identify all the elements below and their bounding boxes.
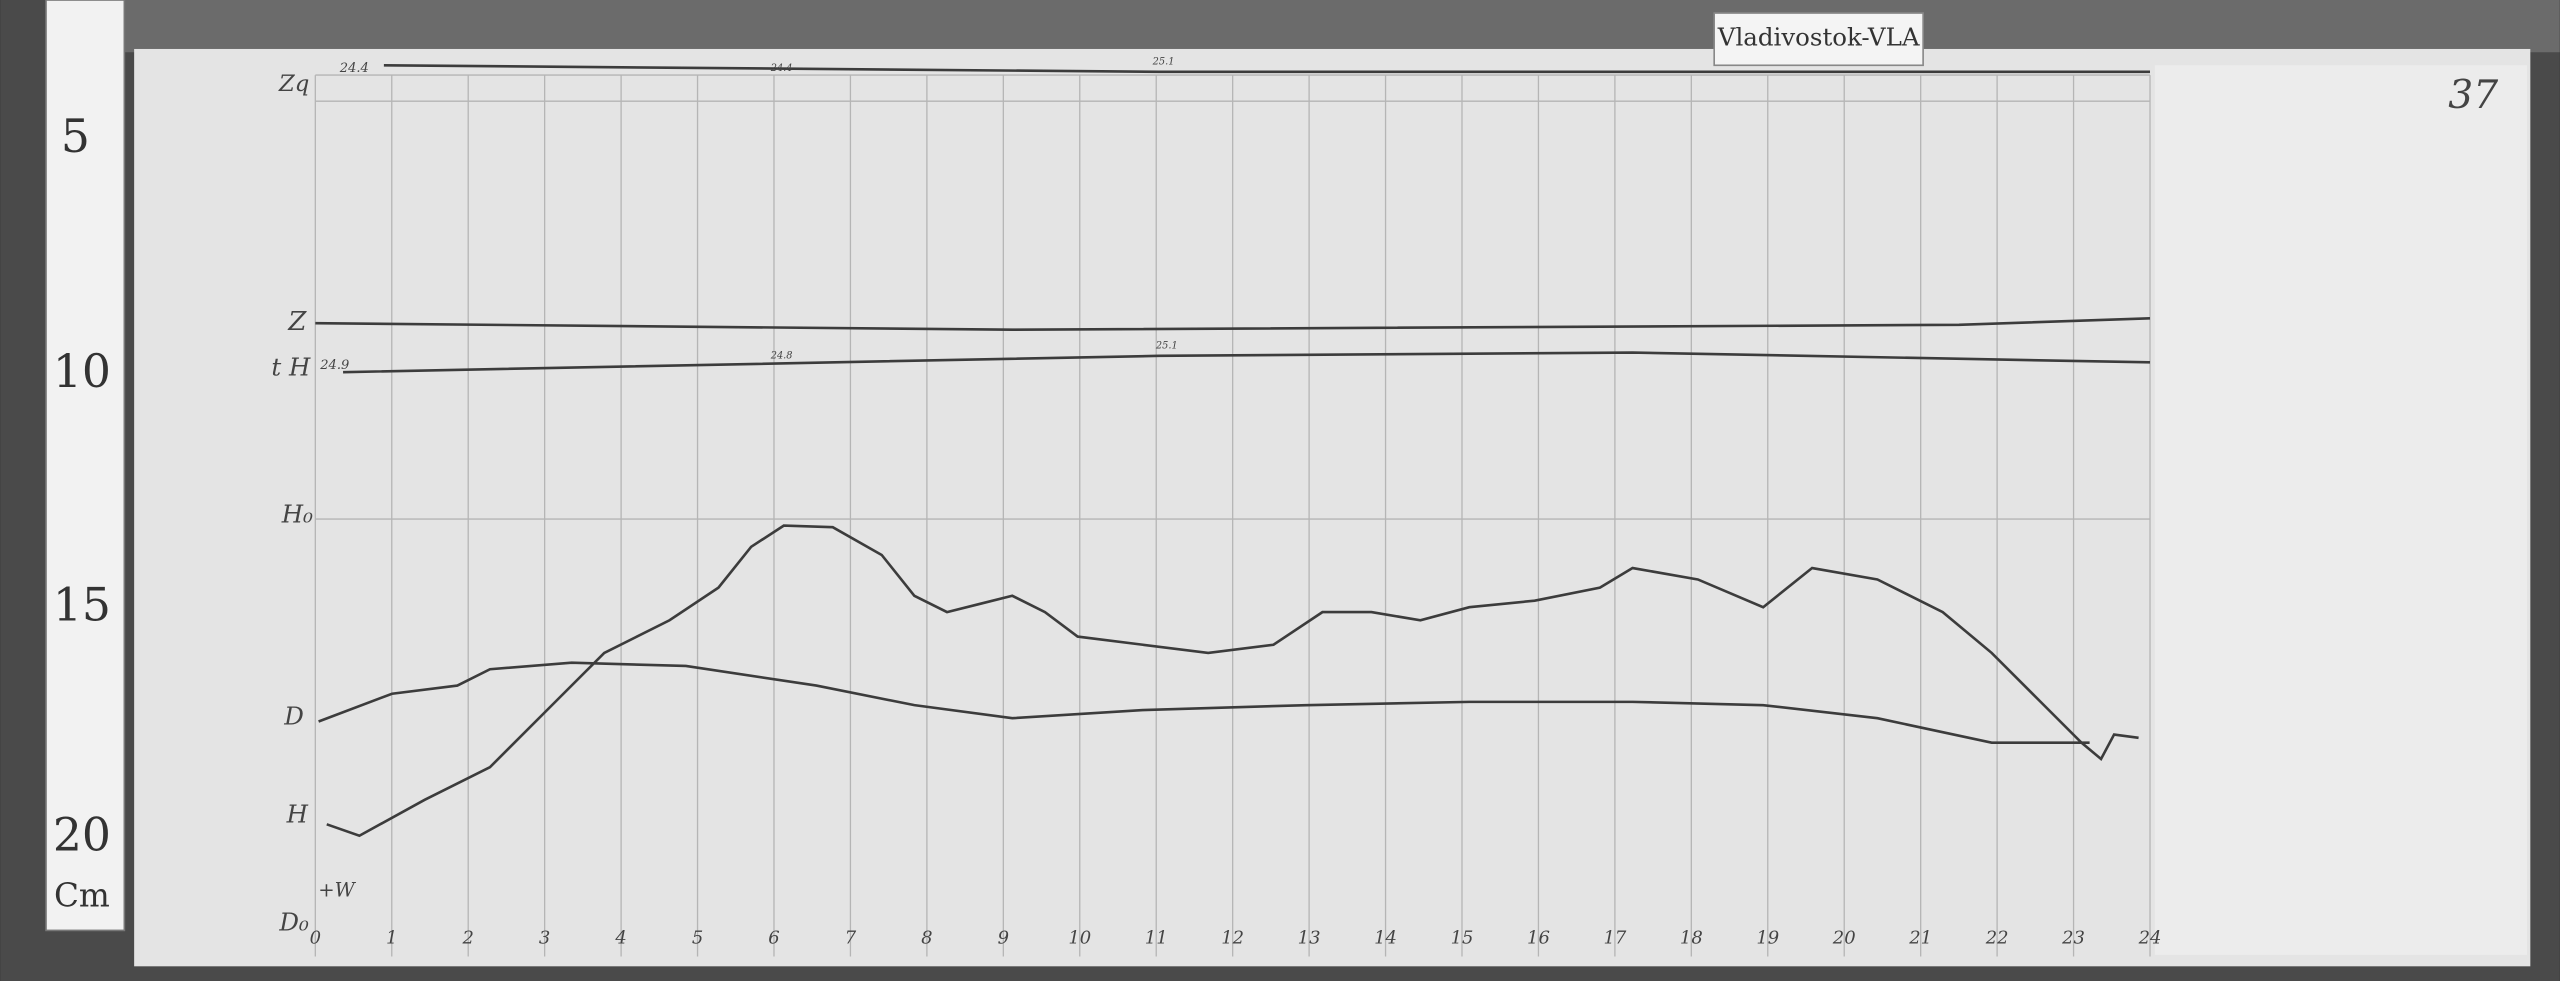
hour-label: 23: [2061, 928, 2085, 949]
z-trace: [315, 316, 2151, 332]
temperature-label: 24.4: [339, 61, 369, 76]
temperature-label: 25.1: [1152, 57, 1175, 68]
hour-label: 22: [1985, 928, 2009, 949]
label-card: [1713, 12, 1924, 67]
trace-label: D₀: [278, 907, 309, 936]
hour-label: 17: [1603, 928, 1626, 949]
h-trace: [326, 524, 2139, 838]
hour-label: 14: [1374, 928, 1397, 949]
hour-label: 11: [1145, 928, 1168, 949]
hour-label: 0: [310, 928, 321, 949]
top-temperature-trace: [383, 63, 2151, 74]
trace-label: H: [286, 800, 309, 829]
trace-label: +W: [318, 879, 356, 902]
grid: [314, 75, 2151, 957]
trace-label: t H: [271, 352, 311, 381]
temperature-label: 25.1: [1155, 341, 1178, 352]
d-trace: [318, 661, 2090, 744]
hour-label: 5: [692, 928, 703, 949]
hour-label: 1: [386, 928, 397, 949]
trace-label: H₀: [281, 499, 313, 528]
temperature-label: 24.8: [770, 350, 793, 361]
temperature-trace: [343, 351, 2151, 374]
hour-label: 15: [1451, 928, 1474, 949]
ruler: [45, 0, 126, 932]
ruler-mark: 20: [53, 808, 111, 861]
trace-label: D: [283, 702, 304, 731]
hour-label: 18: [1680, 928, 1703, 949]
ruler-mark: 5: [61, 110, 90, 163]
paper: [134, 48, 2531, 967]
hour-label: 19: [1756, 928, 1779, 949]
wood-strip: [122, 0, 2560, 53]
hour-label: 20: [1832, 928, 1856, 949]
hour-label: 21: [1908, 928, 1932, 949]
hour-axis: 0 1 2 3 4 5 6 7 8 9 10 11 12 13 14 15 16 17 18 19 20 21 22 23 24: [310, 928, 2162, 949]
hour-label: 24: [2138, 928, 2162, 949]
hour-label: 12: [1221, 928, 1244, 949]
hour-label: 16: [1527, 928, 1550, 949]
ruler-mark: 15: [53, 578, 111, 631]
hour-label: 10: [1068, 928, 1091, 949]
hour-label: 6: [768, 928, 779, 949]
ruler-mark: 10: [53, 345, 111, 398]
paper-margin: [2154, 65, 2528, 955]
hour-label: 9: [998, 928, 1009, 949]
hour-label: 4: [614, 928, 626, 949]
page-number: 37: [2448, 73, 2498, 118]
station-label: Vladivostok-VLA: [1717, 23, 1920, 52]
hour-label: 13: [1298, 928, 1321, 949]
hour-label: 2: [462, 928, 474, 949]
trace-label: Zq: [278, 71, 309, 97]
hour-label: 7: [845, 928, 857, 949]
hour-label: 3: [539, 928, 550, 949]
temperature-label: 24.9: [319, 358, 349, 373]
temperature-label: 24.4: [770, 63, 793, 74]
hour-label: 8: [921, 928, 932, 949]
ruler-unit: Cm: [54, 877, 110, 915]
trace-label: Z: [287, 307, 307, 337]
